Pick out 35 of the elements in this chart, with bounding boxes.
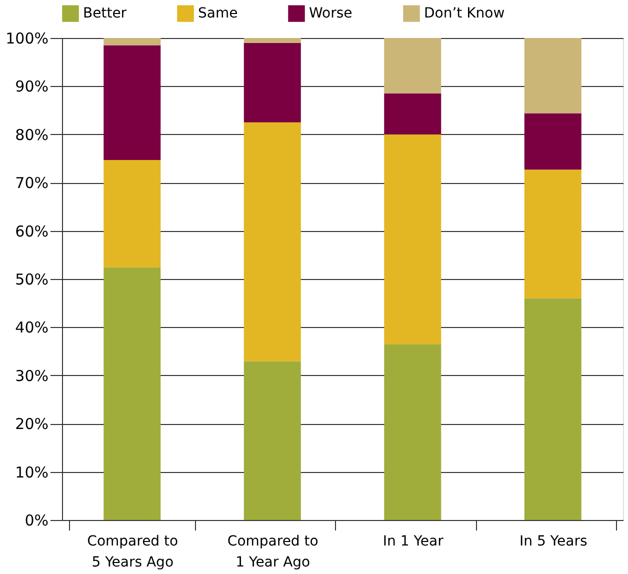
legend-label: Better: [83, 6, 127, 22]
bar: [524, 298, 582, 520]
y-tick-label: 80%: [15, 126, 48, 144]
y-tick-label: 0%: [24, 512, 48, 530]
legend-label: Don’t Know: [424, 6, 505, 22]
bar: [384, 134, 442, 344]
x-tick-label: Compared to 5 Years Ago: [87, 534, 178, 570]
bar: [384, 344, 442, 520]
y-tick-label: 60%: [15, 222, 48, 240]
bar: [384, 38, 442, 94]
bar: [244, 122, 301, 362]
y-tick-label: 90%: [15, 78, 48, 96]
bar: [524, 113, 582, 170]
bar: [104, 160, 161, 268]
bar: [244, 42, 301, 122]
y-tick-label: 70%: [15, 174, 48, 192]
y-tick-label: 30%: [15, 366, 48, 385]
bar: [244, 361, 301, 520]
y-tick-label: 50%: [15, 270, 48, 288]
x-tick-label: In 5 Years: [520, 534, 588, 550]
bar: [524, 38, 582, 114]
bar: [244, 38, 301, 43]
bar: [524, 170, 582, 298]
bar: [104, 45, 161, 160]
y-tick-label: 100%: [6, 30, 48, 48]
y-tick-label: 40%: [15, 318, 48, 337]
bar: [104, 267, 161, 520]
legend-label: Same: [198, 6, 238, 22]
x-tick-label: Compared to 1 Year Ago: [227, 534, 318, 570]
bar: [104, 38, 161, 46]
y-tick-label: 10%: [15, 463, 48, 482]
legend-label: Worse: [309, 6, 352, 22]
y-tick-label: 20%: [15, 415, 48, 434]
bar: [384, 93, 442, 134]
x-tick-label: In 1 Year: [382, 534, 444, 550]
